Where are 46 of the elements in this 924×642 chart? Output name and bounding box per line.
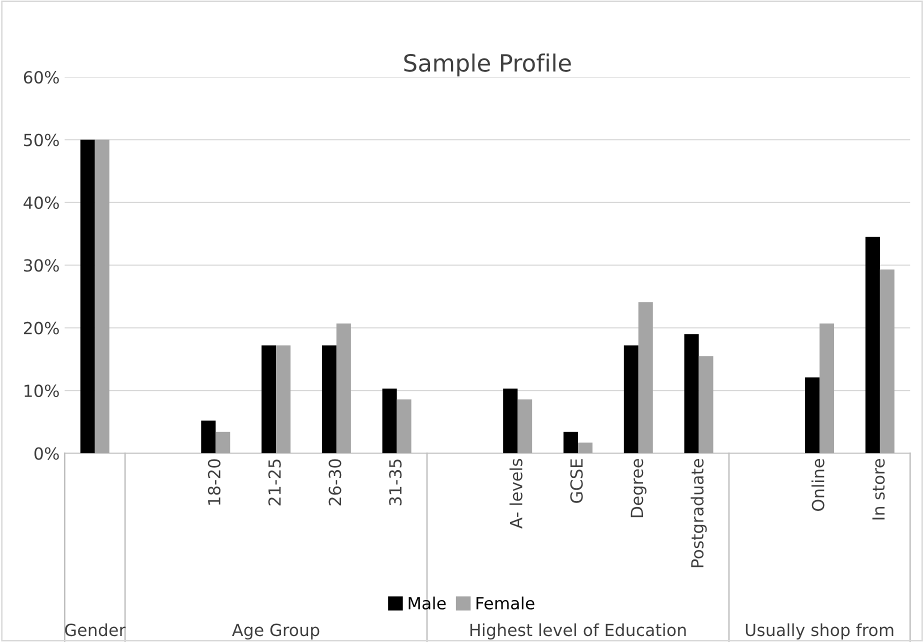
bar <box>880 270 894 454</box>
bar <box>578 442 592 454</box>
text: Usually shop from <box>746 623 894 640</box>
legend-label: Male <box>408 596 446 610</box>
chart-title: Sample Profile <box>404 54 571 76</box>
bar <box>684 334 699 454</box>
x-tick-label: 31-35 <box>389 460 402 506</box>
bar <box>503 388 518 454</box>
bar <box>638 302 653 454</box>
x-tick-label: Online <box>811 459 824 511</box>
y-tick-label: 0% <box>34 447 59 460</box>
bar <box>276 345 291 454</box>
legend-label: Female <box>476 596 534 610</box>
y-tick-label: 50% <box>24 134 59 146</box>
bar <box>382 388 397 454</box>
bar <box>698 356 714 454</box>
x-tick-label: In store <box>872 459 885 520</box>
y-tick-label: 30% <box>24 259 59 272</box>
x-tick-label: 26-30 <box>328 459 342 506</box>
bar <box>94 140 110 454</box>
text: Highest level of Education <box>470 623 686 640</box>
y-tick-label: 20% <box>24 322 59 334</box>
bar <box>564 432 578 454</box>
x-tick-label: 18-20 <box>208 459 220 505</box>
x-tick-label: GCSE <box>570 459 583 503</box>
bar <box>518 399 532 454</box>
bar <box>201 420 216 454</box>
bar <box>216 432 230 454</box>
x-tick-label: 21-25 <box>268 460 281 506</box>
bar <box>805 377 820 454</box>
bar <box>336 323 351 454</box>
x-tick-label: Postgraduate <box>690 459 707 568</box>
text: Age Group <box>232 624 320 640</box>
x-tick-label: A- levels <box>510 458 522 529</box>
bar <box>820 323 834 454</box>
y-tick-label: 40% <box>24 196 59 210</box>
bar <box>396 399 412 454</box>
y-tick-label: 10% <box>24 384 59 398</box>
bar <box>865 236 880 454</box>
y-tick-label: 60% <box>24 71 59 84</box>
bar <box>624 345 638 454</box>
text: Gender <box>65 623 126 636</box>
bar <box>80 140 95 454</box>
bar <box>322 345 336 454</box>
bar <box>262 345 276 454</box>
x-tick-label: Degree <box>630 459 646 518</box>
